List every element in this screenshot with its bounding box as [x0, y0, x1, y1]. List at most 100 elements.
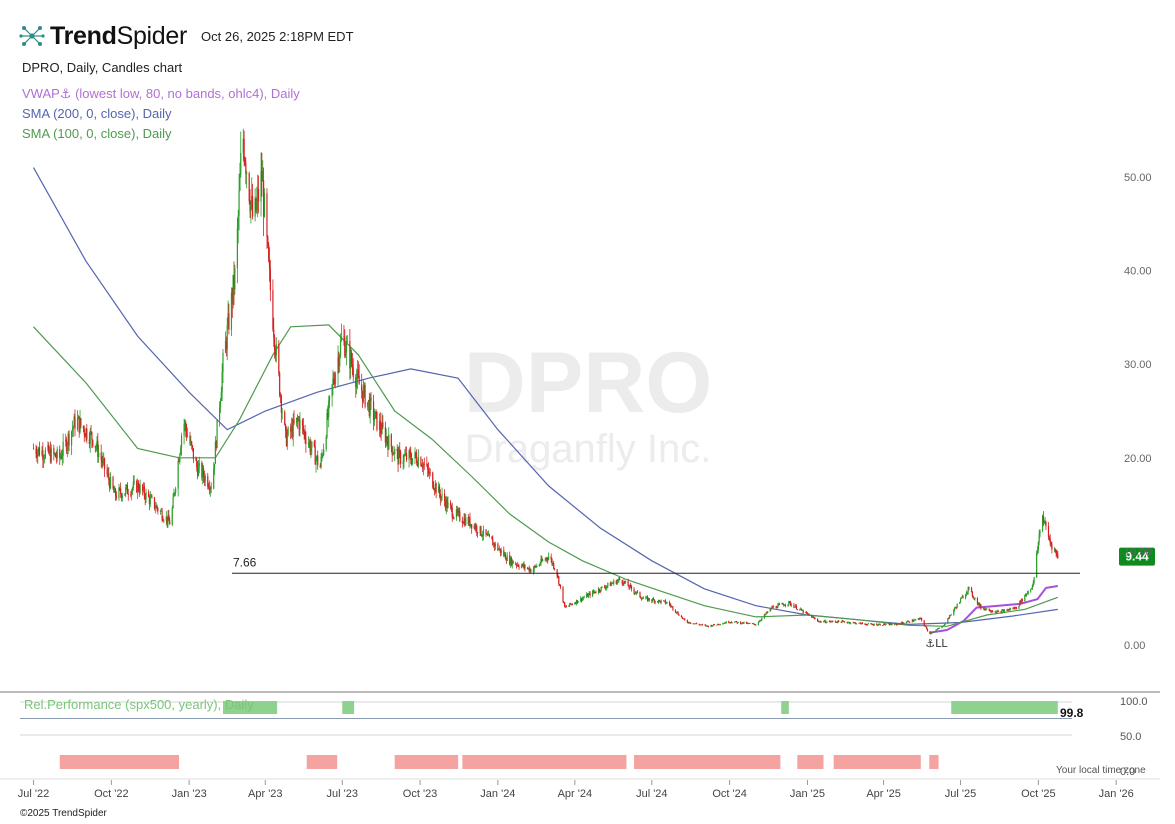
candle-body — [120, 493, 123, 499]
candle-body — [435, 483, 437, 493]
candle-body — [854, 622, 856, 624]
candle-body — [369, 397, 371, 416]
candle-body — [36, 453, 38, 458]
legend-vwap[interactable]: VWAP⚓ (lowest low, 80, no bands, ohlc4),… — [22, 86, 300, 101]
candle-body — [971, 591, 973, 597]
candle-body — [858, 622, 860, 624]
candle-body — [173, 493, 175, 497]
candle-body — [236, 227, 238, 269]
candle-body — [575, 602, 577, 604]
candle-body — [659, 600, 661, 603]
candle-body — [707, 625, 709, 627]
candle-body — [372, 401, 375, 421]
candle-body — [391, 446, 393, 455]
candle-body — [905, 622, 908, 624]
candle-body — [909, 622, 911, 623]
candle-body — [273, 337, 276, 350]
candle-body — [771, 606, 773, 609]
candle-body — [426, 464, 428, 466]
candle-body — [315, 458, 317, 465]
candle-body — [926, 629, 929, 632]
candle-body — [50, 448, 52, 462]
candle-body — [215, 441, 217, 449]
candle-body — [108, 473, 110, 481]
candle-body — [871, 623, 873, 625]
candle-body — [781, 603, 783, 605]
candle-body — [482, 529, 485, 536]
candle-body — [148, 496, 151, 505]
candle-body — [657, 600, 660, 603]
candle-body — [43, 458, 45, 460]
candle-body — [813, 617, 815, 619]
rel-negative-area — [394, 755, 459, 769]
candle-body — [432, 472, 434, 488]
candle-body — [1015, 606, 1017, 609]
candle-body — [929, 631, 931, 634]
candle-body — [375, 411, 377, 413]
candle-body — [384, 427, 386, 443]
candle-body — [705, 625, 707, 627]
candle-body — [492, 539, 494, 546]
candle-body — [88, 439, 90, 444]
candle-body — [345, 342, 348, 353]
candle-body — [297, 418, 299, 421]
candle-body — [972, 596, 974, 598]
candle-body — [169, 520, 171, 525]
candle-body — [38, 447, 41, 456]
candle-body — [246, 173, 248, 174]
candle-body — [165, 516, 167, 521]
candle-body — [256, 199, 258, 211]
candle-body — [338, 357, 340, 367]
candle-body — [648, 598, 650, 601]
candle-body — [1041, 516, 1044, 532]
candle-body — [670, 606, 672, 607]
candle-body — [890, 623, 892, 625]
candle-body — [198, 462, 200, 467]
candle-body — [926, 627, 928, 630]
candle-body — [397, 451, 399, 465]
candle-body — [523, 564, 525, 567]
candle-body — [213, 463, 216, 469]
candle-body — [913, 620, 915, 622]
candle-body — [876, 623, 878, 626]
candle-body — [163, 520, 165, 522]
candle-body — [893, 623, 896, 625]
candle-body — [53, 448, 55, 454]
candle-body — [334, 373, 337, 385]
candle-body — [136, 482, 139, 493]
candle-body — [138, 490, 140, 493]
legend-sma200[interactable]: SMA (200, 0, close), Daily — [22, 106, 172, 121]
copyright: ©2025 TrendSpider — [20, 808, 107, 819]
candle-body — [85, 428, 87, 438]
candle-body — [924, 625, 926, 627]
horizontal-line[interactable]: 7.66 9.44 ⚓LL — [232, 547, 1155, 650]
candle-body — [97, 440, 99, 457]
candle-body — [488, 534, 491, 537]
candle-body — [423, 463, 425, 465]
candle-body — [119, 487, 121, 489]
candle-body — [476, 532, 479, 534]
candle-body — [618, 578, 620, 581]
candle-body — [227, 313, 229, 326]
candle-body — [142, 486, 145, 491]
candle-body — [159, 510, 162, 512]
candle-body — [718, 623, 720, 625]
candle-body — [113, 488, 115, 493]
legend-sma100[interactable]: SMA (100, 0, close), Daily — [22, 126, 172, 141]
candle-body — [456, 509, 458, 513]
candle-body — [260, 171, 262, 202]
candle-body — [59, 449, 61, 458]
candle-body — [822, 621, 825, 623]
candle-body — [344, 337, 346, 357]
candle-body — [295, 417, 298, 424]
candle-body — [634, 592, 636, 594]
candle-body — [409, 450, 411, 454]
candle-body — [564, 602, 566, 608]
candle-body — [415, 452, 417, 457]
candle-body — [930, 632, 932, 634]
candle-body — [373, 418, 375, 421]
rel-performance-label[interactable]: Rel.Performance (spx500, yearly), Daily — [24, 697, 254, 712]
candle-body — [370, 397, 372, 402]
candle-body — [624, 581, 626, 583]
